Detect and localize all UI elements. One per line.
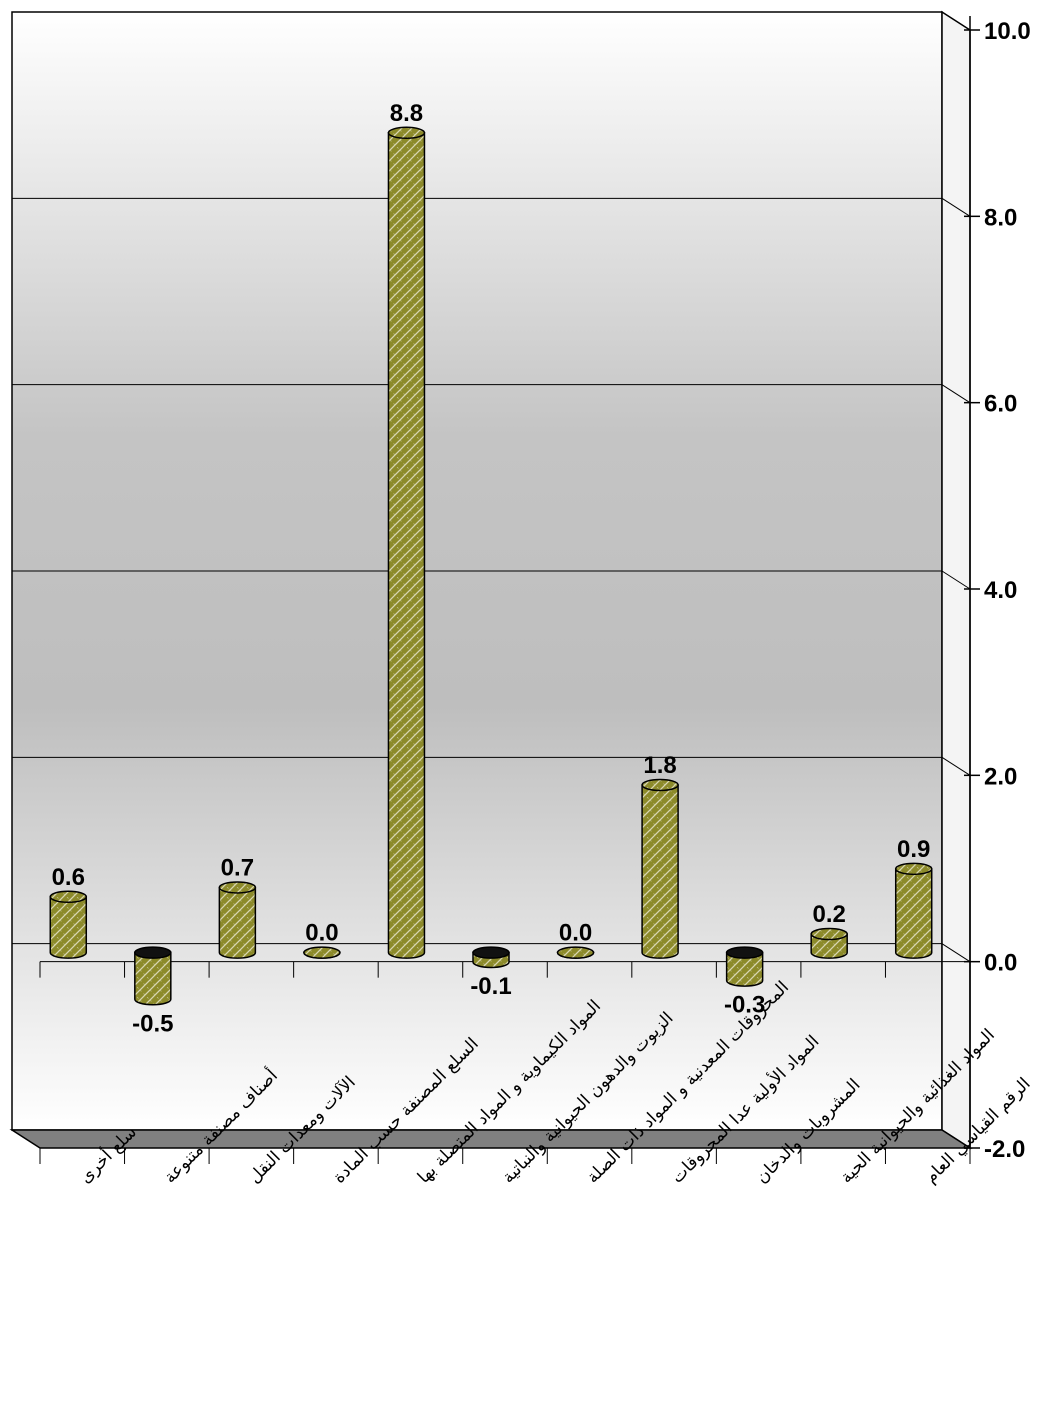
bar-cap	[387, 126, 426, 140]
bar-cap	[49, 890, 88, 904]
bar-body	[894, 868, 933, 959]
y-tick-label: -2.0	[984, 1136, 1025, 1163]
bar-cap	[641, 778, 679, 792]
bar-cap	[472, 946, 510, 959]
bar	[641, 778, 679, 959]
data-label: 0.7	[221, 854, 254, 881]
data-label: -0.3	[724, 992, 765, 1019]
data-label: 0.0	[305, 920, 338, 947]
bar	[894, 862, 933, 959]
bar-body	[387, 132, 426, 959]
data-label: -0.1	[470, 973, 511, 1000]
bars	[49, 126, 933, 1006]
y-tick-label: 8.0	[984, 204, 1017, 231]
bar-body	[810, 933, 848, 959]
y-axis: -2.0 0.0 2.0 4.0 6.0 8.0 10.0	[964, 16, 1031, 1163]
data-label: 0.0	[559, 920, 592, 947]
data-label: 0.6	[52, 864, 85, 891]
bar-cap	[725, 946, 764, 959]
bar	[303, 946, 341, 959]
gridline-side	[941, 570, 971, 590]
bar-cap	[134, 946, 172, 959]
bar-cap	[218, 881, 257, 894]
y-tick-label: 4.0	[984, 577, 1017, 604]
bar	[49, 890, 88, 959]
gridline-side	[941, 384, 971, 404]
floor	[9, 1129, 973, 1149]
bar-body	[218, 886, 257, 959]
bar	[134, 946, 172, 1006]
gridline-side	[941, 197, 971, 217]
gridlines	[12, 11, 971, 963]
bar-body	[49, 896, 88, 959]
data-label: 0.2	[812, 901, 845, 928]
bar	[810, 927, 848, 959]
data-label: -0.5	[132, 1010, 173, 1037]
y-tick-label: 10.0	[984, 18, 1031, 45]
data-label: 8.8	[390, 100, 423, 127]
gridline-side	[941, 943, 971, 963]
bar	[472, 946, 510, 969]
gridline-side	[941, 756, 971, 776]
y-tick-label: 6.0	[984, 391, 1017, 418]
bar-cap	[303, 946, 341, 959]
bar	[725, 946, 764, 987]
bar-body	[134, 951, 172, 1006]
data-label: 1.8	[643, 752, 676, 779]
data-labels: 0.6 -0.5 0.7 0.0 8.8 -0.1 0.0 1.8 -0.3 0.2 0.9	[52, 100, 931, 1037]
y-tick-label: 0.0	[984, 950, 1017, 977]
bar-cap	[810, 927, 848, 941]
gridline-side	[941, 11, 971, 31]
bar	[218, 881, 257, 959]
bar-cap	[556, 946, 595, 959]
data-label: 0.9	[897, 836, 930, 863]
bar	[387, 126, 426, 959]
bar	[556, 946, 595, 959]
bar-cap	[894, 862, 933, 876]
bar-body	[641, 784, 679, 959]
bar-body	[725, 951, 764, 987]
y-tick-label: 2.0	[984, 763, 1017, 790]
